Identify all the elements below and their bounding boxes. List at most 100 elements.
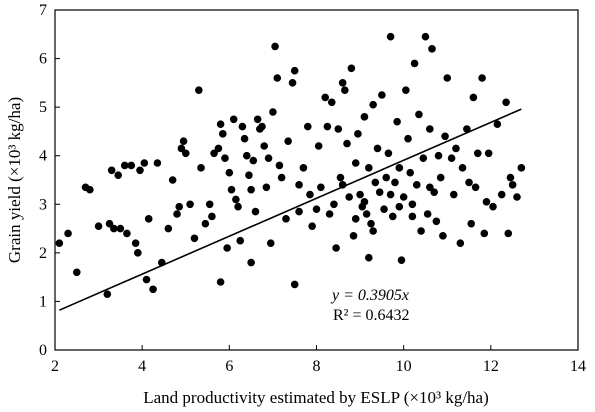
data-point [373,144,382,153]
data-point [269,108,277,116]
data-point [482,198,491,206]
data-point [404,134,412,143]
data-point [253,115,262,124]
data-point [223,244,231,252]
data-point [343,139,351,148]
y-tick-label: 0 [39,342,47,359]
data-point [369,227,377,235]
data-point [221,154,229,162]
regression-line [59,108,522,311]
data-point [120,161,129,170]
data-point [64,229,72,238]
data-point [299,164,308,172]
data-point [260,142,269,150]
data-point [493,120,502,128]
data-point [397,256,406,264]
data-point [262,183,271,192]
data-point [362,210,371,218]
data-point [216,120,225,128]
data-point [153,159,162,167]
x-tick-label: 6 [225,358,233,375]
data-point [421,32,430,41]
data-point [356,190,364,199]
data-point [365,164,373,172]
data-point [264,154,273,162]
data-point [484,149,493,158]
data-point [436,173,445,182]
data-point [290,66,299,75]
data-point [247,258,255,267]
data-point [321,93,330,102]
data-point [214,144,223,153]
data-point [179,137,188,145]
data-point [430,188,438,196]
data-point [426,125,434,133]
data-point [419,154,428,162]
data-point [72,268,81,277]
data-point [351,159,360,167]
data-point [426,183,434,192]
data-point [105,219,114,228]
data-point [417,227,425,235]
data-point [489,202,497,211]
r-squared-label: R² = 0.6432 [333,307,410,324]
data-point [157,258,166,267]
data-point [277,173,286,182]
data-point [303,122,312,131]
data-point [365,253,373,262]
data-point [410,59,419,68]
data-point [114,171,122,179]
data-point [447,154,456,162]
data-point [240,134,249,143]
data-point [338,79,347,87]
data-point [502,98,510,107]
data-point [140,159,149,167]
data-point [393,117,401,126]
data-point [181,149,190,158]
data-point [232,195,240,204]
data-point [186,200,194,209]
data-point [386,32,395,41]
x-tick-label: 4 [138,358,146,375]
data-point [449,190,458,199]
data-point [439,232,447,240]
data-point [441,132,449,141]
data-point [190,234,199,243]
data-point [271,42,279,51]
data-point [497,190,506,199]
data-point [349,232,358,240]
data-point [173,210,181,218]
data-point [458,164,467,172]
data-point [384,149,393,158]
y-tick-label: 7 [39,2,47,19]
data-point [308,222,316,230]
data-point [399,193,408,201]
data-point [341,86,349,94]
data-point [402,86,410,94]
data-point [369,100,377,109]
y-tick-label: 5 [39,99,47,116]
data-point [273,74,282,82]
y-tick-label: 2 [39,245,47,262]
y-tick-label: 3 [39,196,47,213]
data-point [351,215,360,223]
data-point [107,166,116,175]
y-tick-label: 6 [39,51,47,68]
data-point [504,229,513,238]
axis-ticks [54,9,579,351]
data-point [306,190,314,199]
data-point [347,64,356,73]
data-point [123,229,131,238]
data-point [408,212,417,221]
data-point [375,188,384,196]
data-point [175,202,184,211]
y-axis-label: Grain yield (×10³ kg/ha) [5,97,24,263]
data-point [334,125,343,133]
data-point [336,173,345,182]
data-point [386,190,395,199]
data-point [406,168,415,177]
data-point [258,122,266,131]
data-point [197,164,205,172]
regression-equation: y = 0.3905x [330,287,409,304]
data-point [314,142,323,150]
